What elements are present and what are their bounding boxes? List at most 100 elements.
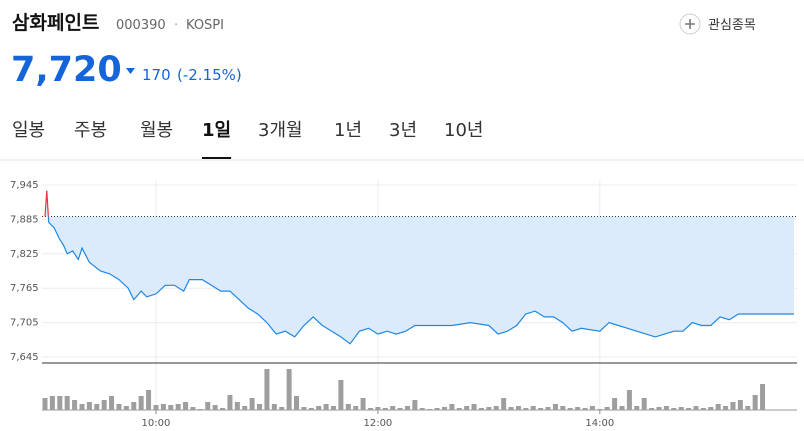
volume-bar xyxy=(212,405,218,410)
volume-bar xyxy=(190,407,196,410)
market: KOSPI xyxy=(186,18,224,33)
stock-name: 삼화페인트 xyxy=(12,12,99,34)
volume-bar xyxy=(131,402,137,410)
volume-bar xyxy=(220,408,226,410)
tab-underline xyxy=(202,157,232,159)
watch-button[interactable]: 관심종목 xyxy=(679,13,756,35)
volume-bar xyxy=(456,408,462,410)
volume-bar xyxy=(760,384,766,410)
tab[interactable]: 월봉 xyxy=(140,120,173,141)
volume-bar xyxy=(94,404,100,410)
volume-bar xyxy=(168,405,174,410)
volume-bar xyxy=(700,408,706,410)
volume-bar xyxy=(671,408,677,410)
volume-bar xyxy=(153,405,159,410)
watch-label[interactable]: 관심종목 xyxy=(708,18,756,33)
volume-bar xyxy=(441,407,447,410)
volume-bar xyxy=(286,369,292,410)
volume-bar xyxy=(649,408,655,410)
volume-bar xyxy=(116,404,122,410)
volume-bar xyxy=(508,407,514,410)
volume-bar xyxy=(723,406,729,410)
tab[interactable]: 10년 xyxy=(444,120,483,141)
volume-bar xyxy=(101,400,107,410)
volume-bar xyxy=(434,408,440,410)
volume-bar xyxy=(197,409,203,410)
price-area xyxy=(45,190,794,344)
volume-bar xyxy=(478,408,484,410)
tab[interactable]: 1일 xyxy=(202,120,231,141)
volume-bar xyxy=(730,402,736,410)
separator: · xyxy=(174,18,178,33)
volume-bar xyxy=(271,404,277,410)
volume-bar xyxy=(382,408,388,410)
volume-bar xyxy=(57,396,63,410)
plus-icon xyxy=(685,19,695,29)
change-percent: (-2.15%) xyxy=(177,66,242,84)
volume-bar xyxy=(545,407,551,410)
volume-bar xyxy=(360,398,366,410)
volume-bar xyxy=(345,404,351,410)
volume-bar xyxy=(249,398,255,410)
volume-bar xyxy=(619,406,625,410)
volume-bar xyxy=(449,404,455,410)
price-change: 170 xyxy=(142,66,171,84)
volume-bar xyxy=(515,406,521,410)
volume-bar xyxy=(538,408,544,410)
volume-bar xyxy=(331,406,337,410)
x-tick-label: 14:00 xyxy=(585,418,614,429)
volume-bar xyxy=(634,406,640,410)
volume-bar xyxy=(160,404,166,410)
volume-bar xyxy=(678,407,684,410)
volume-bar xyxy=(523,408,529,410)
volume-bar xyxy=(64,396,70,410)
volume-bar xyxy=(205,402,211,410)
volume-bar xyxy=(279,407,285,410)
volume-bar xyxy=(471,404,477,410)
volume-bar xyxy=(486,407,492,410)
volume-bar xyxy=(146,390,152,410)
volume-bar xyxy=(530,406,536,410)
volume-bar xyxy=(375,407,381,410)
volume-bar xyxy=(427,409,433,410)
volume-bar xyxy=(294,396,300,410)
volume-bar xyxy=(612,398,618,410)
volume-bar xyxy=(656,407,662,410)
volume-bar xyxy=(123,406,129,410)
volume-bar xyxy=(138,396,144,410)
volume-bar xyxy=(390,406,396,410)
tab-bar: 일봉 주봉 월봉 1일 3개월 1년 3년 10년 xyxy=(12,120,483,159)
volume-bar xyxy=(663,406,669,410)
stock-code: 000390 xyxy=(116,18,166,33)
volume-bar xyxy=(323,404,329,410)
tab[interactable]: 1년 xyxy=(334,120,362,141)
volume-bar xyxy=(257,404,263,410)
volume-bar xyxy=(308,408,314,410)
y-tick-label: 7,945 xyxy=(10,180,39,191)
volume-bar xyxy=(234,402,240,410)
tab[interactable]: 3개월 xyxy=(258,120,303,141)
volume-bar xyxy=(715,404,721,410)
volume-bar xyxy=(501,398,507,410)
tab[interactable]: 주봉 xyxy=(74,120,107,141)
volume-bar xyxy=(552,404,558,410)
volume-bar xyxy=(316,406,322,410)
volume-bar xyxy=(227,395,233,410)
y-tick-label: 7,645 xyxy=(10,352,39,363)
volume-bar xyxy=(42,398,48,410)
volume-bar xyxy=(338,380,344,410)
y-tick-label: 7,885 xyxy=(10,214,39,225)
volume-bar xyxy=(737,400,743,410)
tab[interactable]: 일봉 xyxy=(12,120,45,141)
volume-bar xyxy=(242,406,248,410)
tab[interactable]: 3년 xyxy=(389,120,417,141)
volume-bar xyxy=(745,406,751,410)
y-tick-label: 7,825 xyxy=(10,249,39,260)
chart: 7,645 7,705 7,765 7,825 7,885 7,945 10:00 12:00… xyxy=(10,180,797,429)
volume-bar xyxy=(109,396,115,410)
volume-bar xyxy=(49,396,55,410)
price-line xyxy=(44,190,794,345)
volume-bar xyxy=(175,404,181,410)
volume-bar xyxy=(412,400,418,410)
